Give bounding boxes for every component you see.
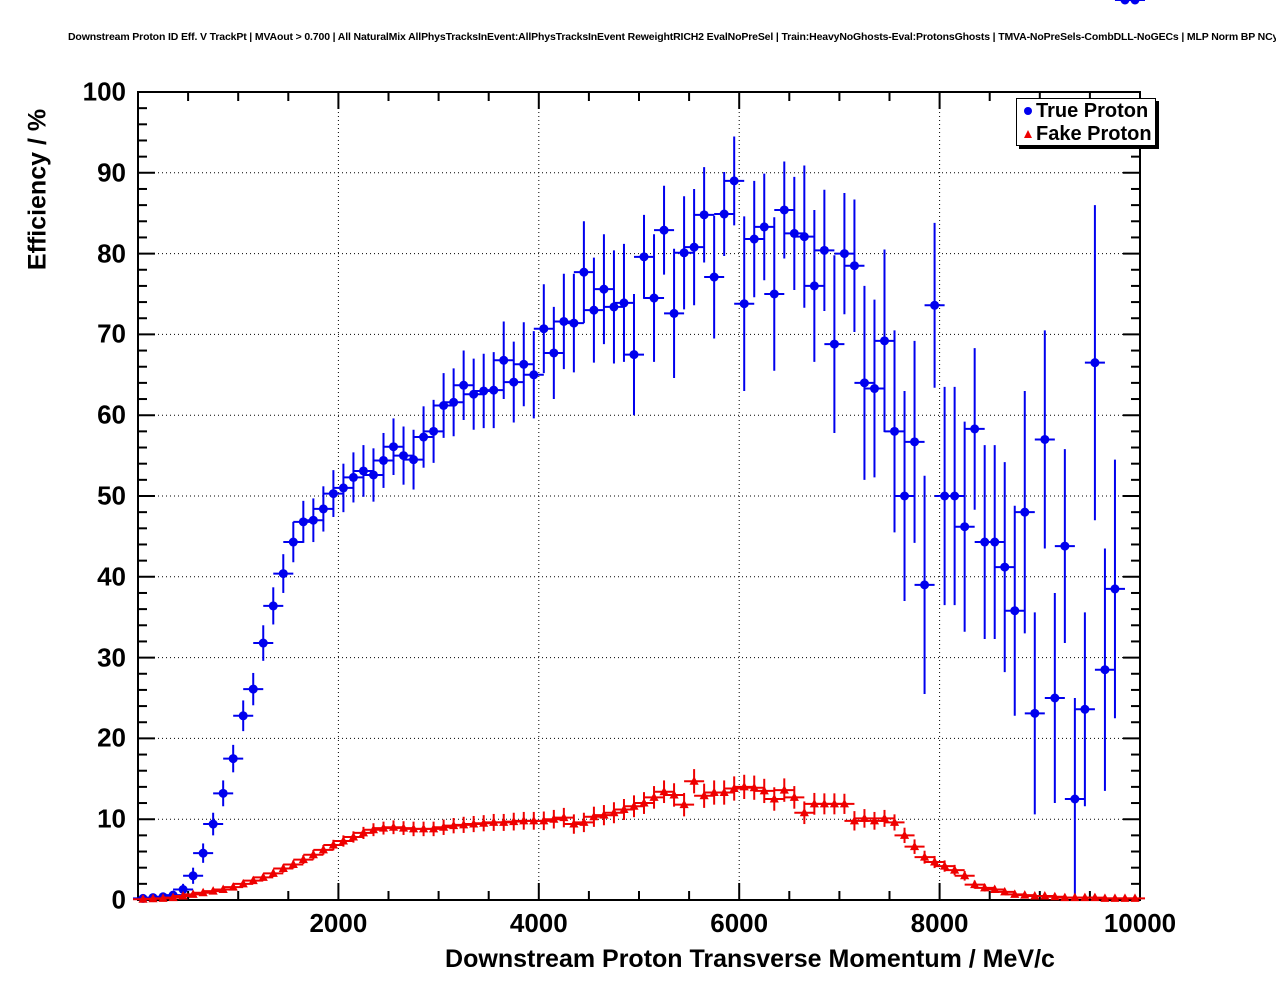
y-tick-label: 30 [97,642,126,673]
y-tick-label: 80 [97,238,126,269]
x-axis-title: Downstream Proton Transverse Momentum / … [445,945,1055,973]
page-title: Downstream Proton ID Eff. V TrackPt | MV… [68,31,1276,43]
y-tick-label: 100 [82,76,126,107]
y-tick-label: 10 [97,803,126,834]
red-triangle-marker-icon [1020,126,1036,142]
legend-label-fake-proton: Fake Proton [1036,122,1152,145]
y-axis-title: Efficiency / % [23,108,52,271]
x-tick-label: 2000 [309,908,368,938]
y-tick-label: 20 [97,722,126,753]
series-fake-proton [132,769,1146,903]
x-tick-label: 10000 [1103,908,1177,938]
blue-dot-marker-icon [1020,103,1036,119]
x-tick-label: 6000 [710,908,769,938]
axis-ticks [137,91,1141,901]
y-tick-label: 40 [97,561,126,592]
legend-label-true-proton: True Proton [1036,99,1149,122]
y-tick-label: 60 [97,399,126,430]
x-tick-label: 4000 [509,908,568,938]
y-tick-label: 90 [97,157,126,188]
x-tick-label: 8000 [910,908,969,938]
grid-lines [138,92,1140,900]
legend-entry-fake-proton: Fake Proton [1017,122,1155,145]
legend-entry-true-proton: True Proton [1017,99,1155,122]
chart-legend: True Proton Fake Proton [1016,98,1156,146]
series-true-proton [132,0,1146,903]
y-tick-label: 0 [111,884,126,915]
y-tick-label: 50 [97,480,126,511]
data-series-layer [132,0,1146,903]
y-tick-label: 70 [97,318,126,349]
